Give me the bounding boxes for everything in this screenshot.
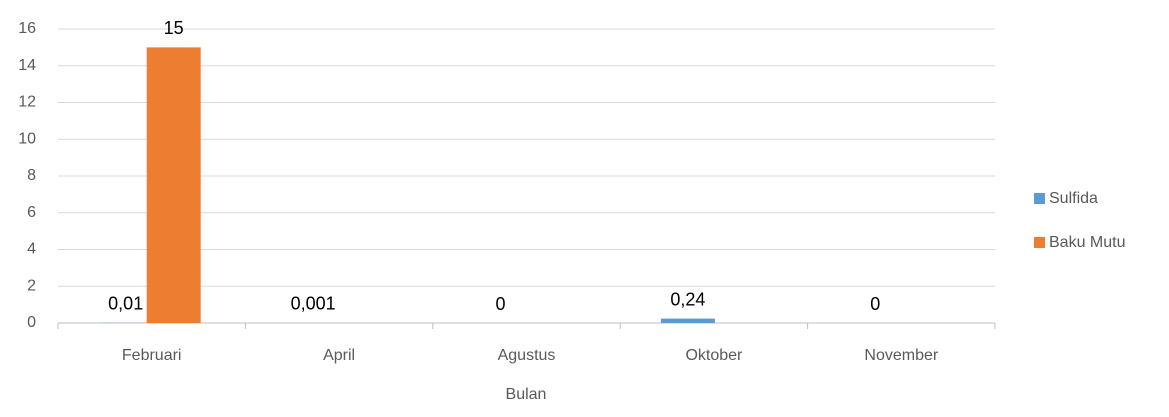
y-tick-label: 12 [18,94,36,111]
data-label: 0,01 [108,294,143,314]
x-tick-label: November [864,347,938,364]
legend-label: Sulfida [1049,190,1098,207]
y-tick-label: 8 [27,167,36,184]
y-tick-label: 6 [27,204,36,221]
bar [661,319,715,323]
data-label: 0 [495,294,505,314]
y-tick-label: 14 [18,57,36,74]
data-label: 0 [870,294,880,314]
legend-swatch [1034,237,1045,248]
data-label: 0,001 [291,294,336,314]
y-tick-label: 2 [27,277,36,294]
y-tick-label: 10 [18,130,36,147]
x-tick-label: Februari [122,347,182,364]
data-label: 15 [164,18,184,38]
y-tick-label: 4 [27,241,36,258]
x-axis-title: Bulan [506,386,547,403]
y-tick-label: 0 [27,314,36,331]
x-tick-label: Oktober [685,347,743,364]
legend-label: Baku Mutu [1049,234,1125,251]
data-label: 0,24 [670,289,705,309]
bar [147,47,201,323]
legend-swatch [1034,193,1045,204]
x-tick-label: Agustus [498,347,556,364]
y-tick-label: 16 [18,20,36,37]
x-tick-label: April [323,347,355,364]
